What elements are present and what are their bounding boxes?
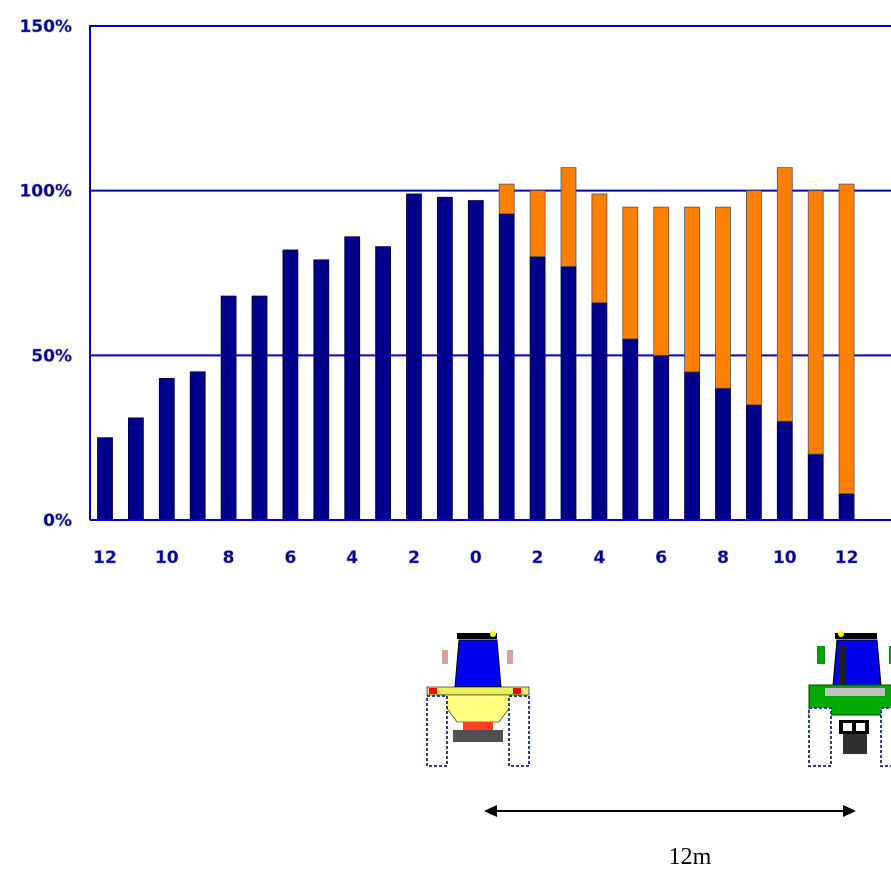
bar-blue: [189, 371, 206, 521]
bar-blue: [406, 193, 422, 521]
bar-blue: [746, 404, 762, 521]
y-tick-label: 100%: [19, 182, 72, 202]
bar-orange: [746, 190, 762, 406]
spreader-tractor-icon: [426, 631, 530, 767]
x-tick-label: 12: [835, 548, 859, 568]
bar-blue: [313, 259, 330, 521]
bar-blue: [375, 246, 392, 521]
bar-orange: [776, 167, 793, 422]
y-tick-labels: 0% 50% 100% 150%: [19, 17, 72, 532]
bar-blue: [684, 371, 700, 521]
bar-blue: [560, 266, 577, 521]
gridlines: [90, 25, 891, 357]
x-tick-label: 2: [532, 548, 544, 568]
x-tick-label: 10: [155, 548, 179, 568]
bar-orange: [529, 190, 546, 257]
bar-blue: [807, 453, 824, 521]
bar-orange: [807, 190, 824, 455]
x-tick-label: 6: [284, 548, 296, 568]
bar-orange: [591, 193, 608, 304]
bar-blue: [715, 387, 731, 521]
bar-blue: [498, 213, 515, 521]
bar-blue: [127, 417, 144, 521]
bar-orange: [622, 206, 639, 340]
y-tick-label: 0%: [43, 511, 72, 531]
bar-orange: [560, 167, 577, 267]
distance-label: 12m: [668, 844, 712, 870]
bar-blue: [529, 256, 546, 521]
bar-orange: [498, 183, 515, 215]
x-tick-labels: 12 10 8 6 4 2 0 2 4 6 8 10 12: [93, 548, 859, 569]
bar-blue: [251, 295, 268, 521]
bar-blue: [591, 302, 608, 521]
bar-blue: [158, 377, 175, 521]
bar-blue: [467, 200, 484, 521]
bar-blue: [838, 493, 855, 521]
axes: [89, 25, 891, 521]
x-tick-label: 0: [470, 548, 482, 568]
bar-blue: [436, 196, 453, 521]
bar-blue: [282, 249, 299, 521]
x-tick-label: 10: [773, 548, 797, 568]
x-tick-label: 4: [346, 548, 358, 568]
bar-blue: [344, 236, 361, 521]
x-tick-label: 12: [93, 548, 117, 568]
x-tick-label: 4: [593, 548, 605, 568]
bar-orange: [653, 206, 670, 356]
y-tick-label: 150%: [19, 17, 72, 37]
bar-orange: [715, 206, 731, 389]
bar-orange: [838, 183, 855, 495]
distance-arrow: [484, 805, 856, 817]
green-tractor-icon: [808, 631, 891, 767]
bar-blue: [220, 295, 237, 521]
x-tick-label: 8: [223, 548, 235, 568]
bar-blue: [776, 420, 793, 521]
y-tick-label: 50%: [31, 346, 72, 366]
x-tick-label: 8: [717, 548, 729, 568]
x-tick-label: 2: [408, 548, 420, 568]
bar-blue: [653, 354, 670, 521]
x-tick-label: 6: [655, 548, 667, 568]
bar-blue: [97, 437, 113, 521]
bars: [97, 167, 855, 521]
bar-orange: [684, 206, 700, 373]
bar-blue: [622, 338, 639, 521]
